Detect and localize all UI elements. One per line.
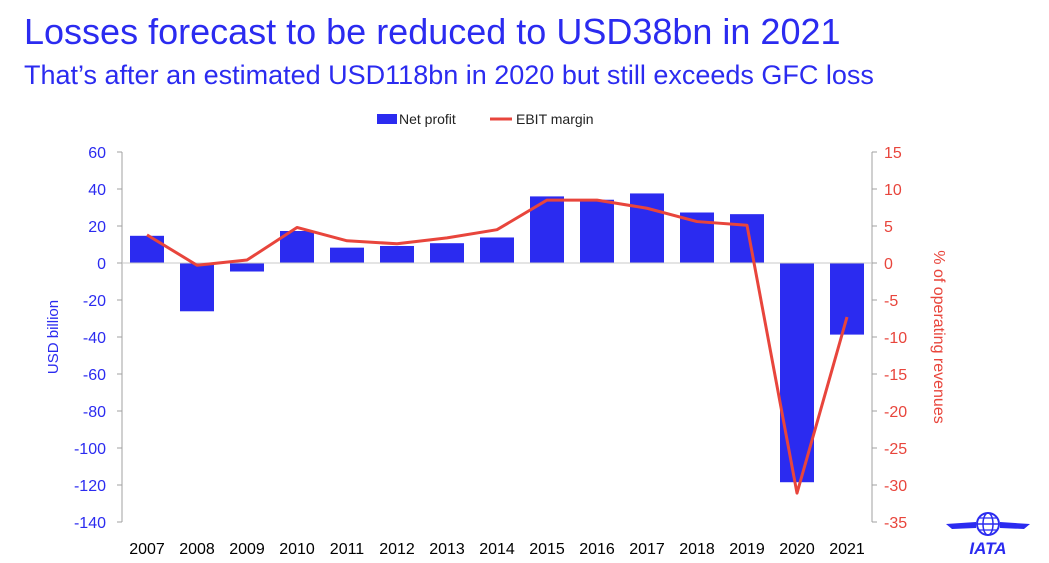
net-profit-bar — [380, 245, 414, 263]
right-tick-label: 15 — [884, 145, 902, 162]
right-tick-label: -5 — [884, 293, 898, 310]
left-tick-label: 0 — [97, 256, 106, 273]
x-tick-label: 2008 — [179, 541, 215, 558]
left-tick-label: -20 — [83, 293, 106, 310]
net-profit-bar — [830, 263, 864, 335]
right-tick-label: -20 — [884, 404, 907, 421]
globe-wings-logo-icon — [946, 512, 1030, 536]
chart-subtitle: That’s after an estimated USD118bn in 20… — [24, 60, 874, 90]
right-tick-label: -15 — [884, 367, 907, 384]
x-tick-label: 2012 — [379, 541, 415, 558]
right-tick-label: 5 — [884, 219, 893, 236]
iata-logo: IATA — [946, 512, 1030, 558]
x-tick-label: 2018 — [679, 541, 715, 558]
left-tick-label: -80 — [83, 404, 106, 421]
chart-title: Losses forecast to be reduced to USD38bn… — [24, 11, 841, 52]
net-profit-bar — [230, 263, 264, 272]
net-profit-bar — [580, 199, 614, 263]
logo-text: IATA — [969, 539, 1006, 558]
left-tick-label: 60 — [88, 145, 106, 162]
left-axis-title: USD billion — [45, 300, 62, 374]
left-tick-label: -40 — [83, 330, 106, 347]
x-tick-label: 2010 — [279, 541, 315, 558]
legend-label-net-profit: Net profit — [399, 111, 456, 127]
right-tick-label: 10 — [884, 182, 902, 199]
net-profit-bar — [480, 237, 514, 263]
net-profit-bar — [330, 247, 364, 263]
right-tick-label: -30 — [884, 478, 907, 495]
net-profit-bar — [630, 193, 664, 263]
x-tick-label: 2017 — [629, 541, 665, 558]
x-tick-label: 2019 — [729, 541, 765, 558]
net-profit-bar — [180, 263, 214, 312]
net-profit-bar — [730, 214, 764, 263]
left-tick-label: 40 — [88, 182, 106, 199]
x-tick-label: 2021 — [829, 541, 865, 558]
right-tick-label: -10 — [884, 330, 907, 347]
right-tick-label: 0 — [884, 256, 893, 273]
x-tick-label: 2013 — [429, 541, 465, 558]
left-tick-label: 20 — [88, 219, 106, 236]
legend-label-ebit-margin: EBIT margin — [516, 111, 594, 127]
x-tick-label: 2009 — [229, 541, 265, 558]
legend-swatch-net-profit — [377, 114, 397, 124]
x-tick-label: 2014 — [479, 541, 515, 558]
x-tick-label: 2007 — [129, 541, 165, 558]
x-tick-label: 2020 — [779, 541, 815, 558]
right-tick-label: -35 — [884, 515, 907, 532]
x-tick-label: 2016 — [579, 541, 615, 558]
net-profit-bar — [780, 263, 814, 483]
right-axis-title: % of operating revenues — [930, 250, 947, 423]
left-tick-label: -120 — [74, 478, 106, 495]
right-tick-label: -25 — [884, 441, 907, 458]
left-tick-label: -100 — [74, 441, 106, 458]
left-tick-label: -60 — [83, 367, 106, 384]
x-tick-label: 2011 — [330, 541, 365, 558]
net-profit-bar — [430, 243, 464, 263]
x-tick-label: 2015 — [529, 541, 565, 558]
net-profit-bar — [130, 235, 164, 263]
left-tick-label: -140 — [74, 515, 106, 532]
